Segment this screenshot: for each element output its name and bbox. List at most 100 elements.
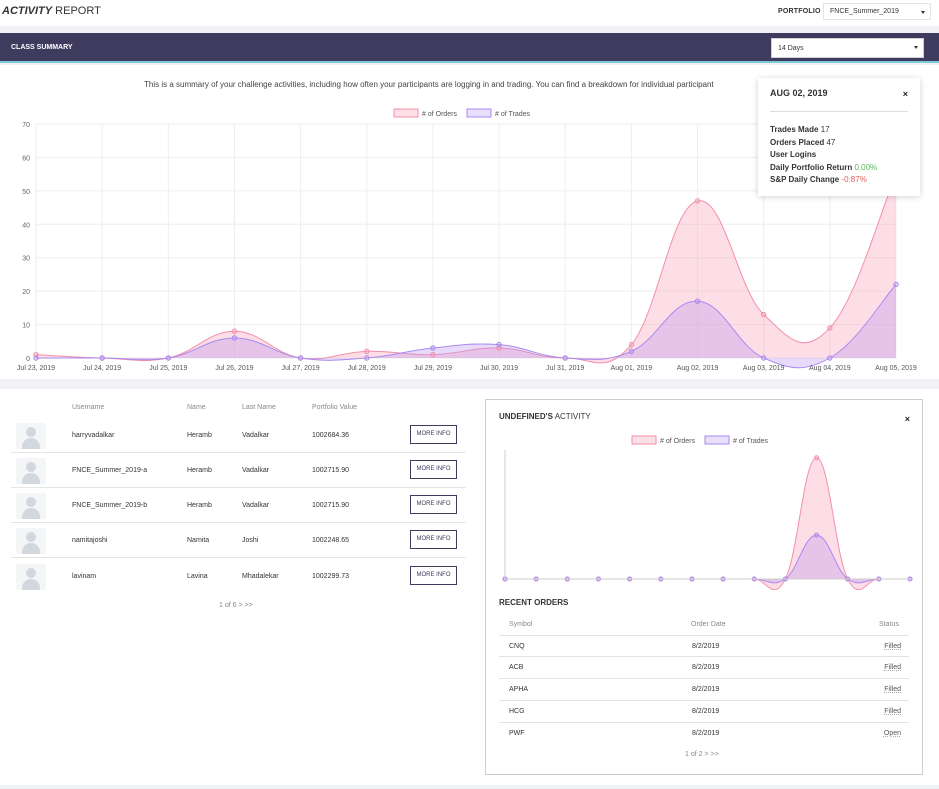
data-point — [430, 351, 436, 358]
class-activity-chart[interactable]: 0 10 20 30 40 50 60 70 Jul 23, 2019 Jul 24, 2019 J… — [0, 104, 939, 380]
chart-tick-labels: 0 10 20 30 40 50 60 70 Jul 23, 2019 Jul 24, 2019 J… — [17, 122, 917, 372]
portfolio-label: PORTFOLIO — [778, 8, 821, 15]
y-tick-label: 40 — [22, 222, 30, 229]
x-tick-label: Aug 02, 2019 — [677, 365, 719, 372]
y-tick-label: 50 — [22, 189, 30, 196]
header-name: Name — [187, 404, 206, 411]
close-icon[interactable]: × — [904, 414, 910, 424]
table-row: PWF 8/2/2019 Open — [509, 730, 901, 737]
data-point — [364, 355, 370, 361]
legend-swatch-trades — [466, 108, 492, 118]
more-info-button[interactable]: MORE INFO — [410, 425, 457, 444]
tooltip-orders-row: Orders Placed 47 — [770, 137, 836, 147]
header-last-name: Last Name — [242, 404, 276, 411]
series-area — [505, 535, 910, 583]
table-row: lavinam Lavina Mhadalekar 1002299.73 MOR… — [11, 559, 466, 594]
users-pagination[interactable]: 1 of 6 > >> — [219, 602, 253, 609]
date-range-select[interactable]: 14 Days — [771, 38, 924, 58]
chart-legend: # of Orders # of Trades — [393, 108, 531, 118]
y-tick-label: 60 — [22, 155, 30, 162]
more-info-button[interactable]: MORE INFO — [410, 495, 457, 514]
data-point — [231, 328, 238, 334]
data-point — [694, 198, 701, 204]
data-point — [364, 348, 370, 355]
x-tick-label: Jul 29, 2019 — [414, 365, 452, 372]
tooltip-trades-row: Trades Made 17 — [770, 125, 830, 134]
legend-trades-label: # of Trades — [733, 438, 769, 445]
x-tick-label: Aug 04, 2019 — [809, 365, 851, 372]
table-row: FNCE_Summer_2019-a Heramb Vadalkar 10027… — [11, 453, 466, 488]
avatar — [16, 528, 46, 554]
avatar — [16, 458, 46, 484]
data-point — [628, 348, 635, 355]
top-bar: ACTIVITY REPORT PORTFOLIO FNCE_Summer_20… — [0, 0, 939, 26]
series-area — [36, 174, 896, 363]
x-tick-label: Jul 27, 2019 — [282, 365, 320, 372]
more-info-button[interactable]: MORE INFO — [410, 566, 457, 585]
recent-orders-title: RECENT ORDERS — [499, 598, 569, 607]
data-point — [694, 298, 701, 304]
chart-grid — [35, 123, 897, 359]
data-point — [827, 325, 833, 331]
x-tick-label: Aug 05, 2019 — [875, 365, 917, 372]
header-symbol: Symbol — [509, 621, 533, 628]
series-line — [504, 534, 910, 584]
header-status: Status — [879, 621, 899, 628]
close-icon[interactable]: × — [902, 89, 908, 99]
avatar — [16, 564, 46, 590]
legend-orders-label: # of Orders — [422, 111, 458, 118]
y-tick-label: 20 — [22, 289, 30, 296]
series-line — [36, 284, 897, 369]
x-tick-label: Jul 26, 2019 — [215, 365, 253, 372]
portfolio-select[interactable]: FNCE_Summer_2019 — [823, 3, 931, 20]
series-area — [505, 457, 910, 590]
user-activity-chart[interactable]: # of Orders # of Trades — [486, 430, 922, 590]
tooltip-rows: Trades Made 17 Orders Placed 47 User Log… — [770, 124, 877, 187]
legend-trades-label: # of Trades — [495, 111, 531, 118]
x-tick-label: Jul 30, 2019 — [480, 365, 518, 372]
data-point — [760, 311, 767, 318]
day-tooltip: AUG 02, 2019 × Trades Made 17 Orders Pla… — [758, 78, 920, 196]
x-tick-label: Jul 24, 2019 — [83, 365, 121, 372]
data-point — [496, 341, 502, 348]
series-line — [35, 173, 897, 364]
data-point — [33, 355, 39, 361]
more-info-button[interactable]: MORE INFO — [410, 460, 457, 479]
data-point — [297, 355, 304, 361]
data-point — [814, 532, 820, 538]
data-point — [430, 345, 436, 351]
chevron-down-icon — [921, 11, 925, 14]
tooltip-divider — [770, 111, 908, 112]
y-tick-label: 10 — [22, 323, 30, 330]
avatar — [16, 493, 46, 519]
mini-chart-legend: # of Orders # of Trades — [631, 435, 769, 445]
chart-areas — [35, 173, 897, 369]
more-info-button[interactable]: MORE INFO — [410, 530, 457, 549]
chevron-down-icon — [914, 46, 918, 49]
portfolio-select-value: FNCE_Summer_2019 — [830, 8, 899, 15]
legend-swatch-trades — [704, 435, 730, 445]
avatar — [16, 423, 46, 449]
mini-chart-points — [502, 455, 913, 582]
table-row: HCG 8/2/2019 Filled — [499, 701, 909, 723]
x-tick-label: Aug 03, 2019 — [743, 365, 785, 372]
legend-orders-label: # of Orders — [660, 438, 696, 445]
mini-chart-areas — [504, 457, 910, 590]
data-point — [827, 355, 833, 361]
tooltip-logins-row: User Logins — [770, 150, 817, 159]
x-tick-label: Jul 28, 2019 — [348, 365, 386, 372]
y-tick-label: 30 — [22, 256, 30, 263]
x-tick-label: Jul 23, 2019 — [17, 365, 55, 372]
data-point — [231, 335, 238, 341]
table-row: APHA 8/2/2019 Filled — [499, 679, 909, 701]
class-summary-title: CLASS SUMMARY — [11, 44, 73, 51]
series-area — [36, 284, 896, 368]
orders-pagination[interactable]: 1 of 2 > >> — [685, 751, 719, 758]
x-tick-label: Jul 31, 2019 — [546, 365, 584, 372]
table-row: namitajoshi Namita Joshi 1002248.65 MORE… — [11, 523, 466, 558]
date-range-value: 14 Days — [778, 45, 804, 52]
summary-description: This is a summary of your challenge acti… — [144, 80, 714, 89]
table-row: ACB 8/2/2019 Filled — [499, 657, 909, 679]
data-point — [165, 355, 172, 361]
header-username: Username — [72, 404, 105, 411]
